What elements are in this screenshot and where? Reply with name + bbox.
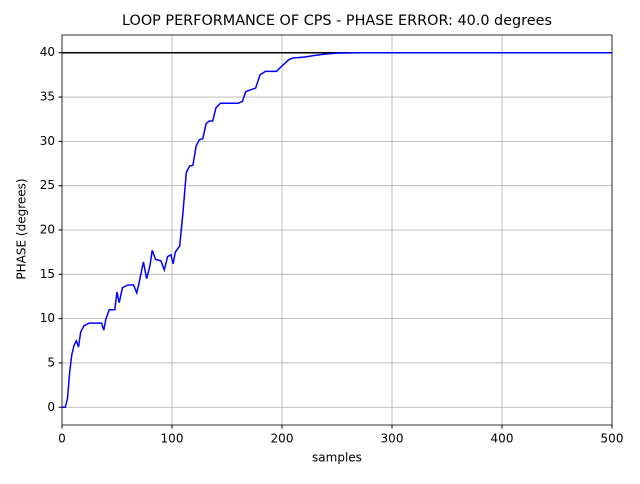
y-tick-label: 5 <box>47 355 55 369</box>
x-tick-label: 500 <box>601 432 624 446</box>
x-tick-label: 400 <box>491 432 514 446</box>
y-tick-label: 30 <box>40 134 55 148</box>
y-tick-label: 40 <box>40 45 55 59</box>
x-tick-label: 300 <box>381 432 404 446</box>
y-axis-label: PHASE (degrees) <box>15 178 29 279</box>
y-tick-label: 25 <box>40 178 55 192</box>
y-tick-label: 10 <box>40 311 55 325</box>
y-tick-label: 15 <box>40 267 55 281</box>
y-tick-label: 0 <box>47 400 55 414</box>
x-tick-label: 100 <box>161 432 184 446</box>
chart-title: LOOP PERFORMANCE OF CPS - PHASE ERROR: 4… <box>122 13 552 29</box>
x-axis-label: samples <box>312 451 362 465</box>
plot-frame <box>61 34 613 426</box>
x-tick-label: 200 <box>271 432 294 446</box>
y-tick-label: 35 <box>40 90 55 104</box>
y-tick-label: 20 <box>40 223 55 237</box>
x-tick-label: 0 <box>58 432 66 446</box>
series-line <box>62 51 612 409</box>
